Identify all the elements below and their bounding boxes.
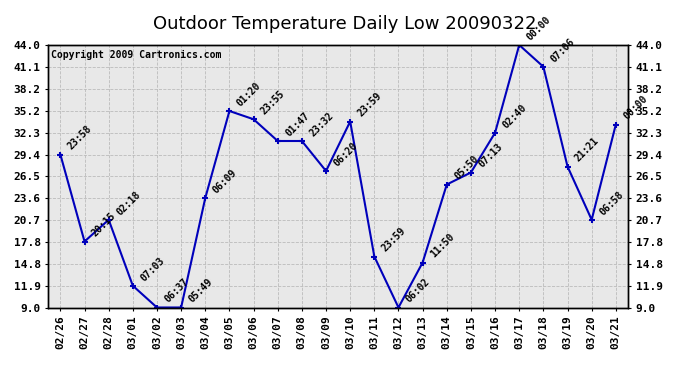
Text: 00:00: 00:00 [622,94,649,122]
Text: 01:20: 01:20 [235,80,263,108]
Text: 23:59: 23:59 [380,226,408,254]
Text: 06:37: 06:37 [163,277,190,305]
Text: Copyright 2009 Cartronics.com: Copyright 2009 Cartronics.com [51,50,221,60]
Text: 06:09: 06:09 [211,167,239,195]
Text: Outdoor Temperature Daily Low 20090322: Outdoor Temperature Daily Low 20090322 [153,15,537,33]
Text: 05:49: 05:49 [187,277,215,305]
Text: 11:50: 11:50 [428,232,456,260]
Text: 07:13: 07:13 [477,142,504,170]
Text: 23:55: 23:55 [259,88,287,117]
Text: 07:06: 07:06 [549,36,577,64]
Text: 23:58: 23:58 [66,124,94,152]
Text: 07:03: 07:03 [139,255,166,283]
Text: 06:58: 06:58 [598,189,625,217]
Text: 23:32: 23:32 [308,110,335,138]
Text: 23:59: 23:59 [356,91,384,119]
Text: 00:00: 00:00 [525,14,553,42]
Text: 02:18: 02:18 [115,189,142,217]
Text: 06:02: 06:02 [404,277,432,305]
Text: 02:40: 02:40 [501,102,529,130]
Text: 05:50: 05:50 [453,154,480,182]
Text: 06:20: 06:20 [332,140,359,168]
Text: 21:21: 21:21 [573,136,601,164]
Text: 01:47: 01:47 [284,110,311,138]
Text: 20:15: 20:15 [90,211,118,239]
